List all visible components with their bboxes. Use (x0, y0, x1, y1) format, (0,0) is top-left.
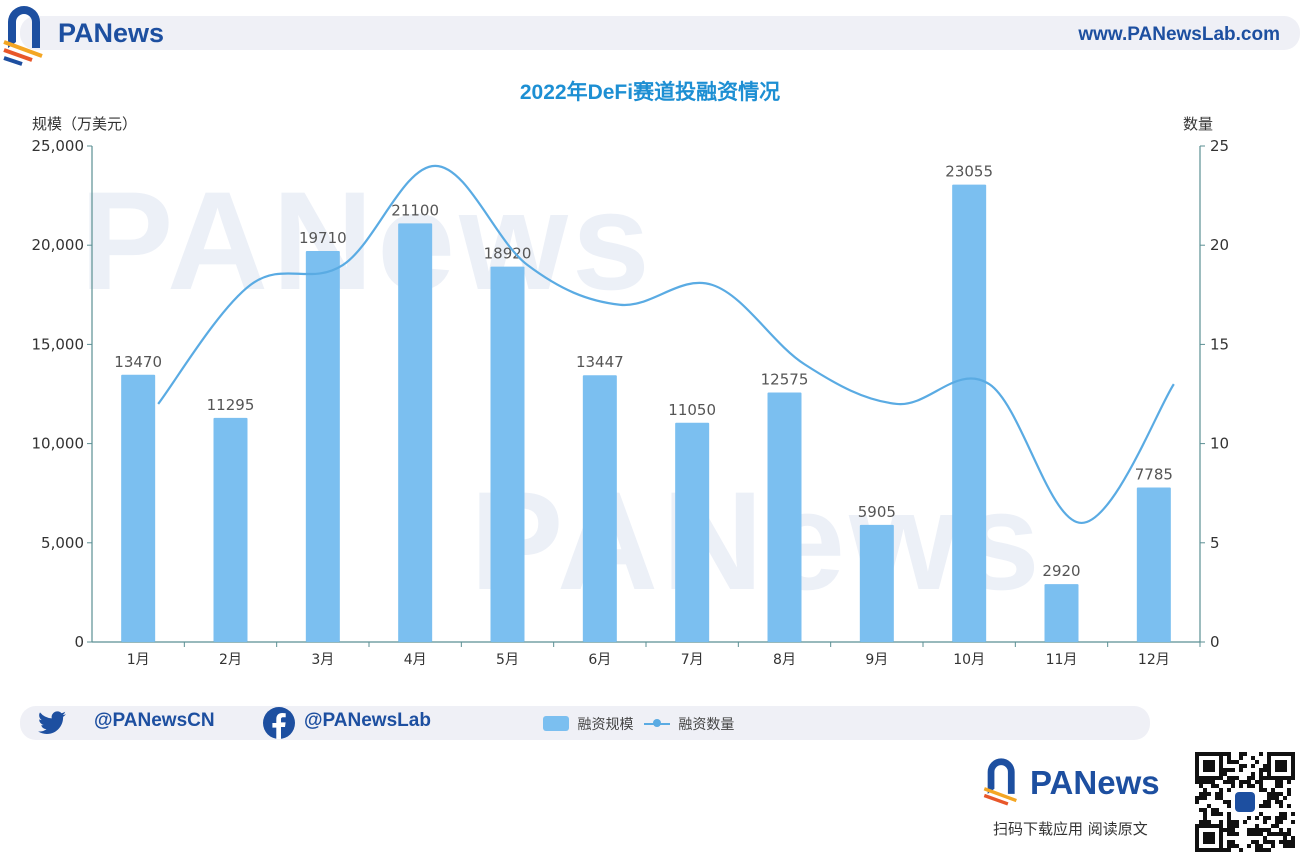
chart: 规模（万美元） 数量 0 5,000 10,000 15,000 20,000 25,000 0… (32, 115, 1230, 668)
bar-7 (675, 422, 710, 642)
bar-6 (582, 375, 617, 642)
facebook-handle[interactable]: @PANewsLab (304, 710, 431, 731)
left-tick-label: 20,000 (32, 236, 85, 254)
right-tick-label: 25 (1210, 137, 1229, 155)
x-tick-label: 5月 (496, 652, 519, 668)
website-url[interactable]: www.PANewsLab.com (1078, 24, 1280, 45)
right-axis-title: 数量 (1183, 115, 1213, 133)
x-tick-label: 9月 (865, 652, 888, 668)
bar-4 (398, 223, 433, 642)
qr-code-icon[interactable] (1195, 752, 1295, 852)
left-tick-label: 10,000 (32, 435, 85, 453)
footer-brand: PANews (1030, 764, 1160, 801)
twitter-icon[interactable] (38, 711, 66, 735)
panews-logo-icon-small (983, 758, 1017, 806)
bar-data-label: 19710 (299, 229, 347, 247)
bar-5 (490, 266, 525, 642)
x-tick-label: 11月 (1046, 652, 1078, 668)
left-tick-label: 15,000 (32, 335, 85, 353)
right-tick-label: 0 (1210, 633, 1220, 651)
count-line (157, 164, 1175, 525)
x-tick-label: 6月 (588, 652, 611, 668)
right-tick-label: 5 (1210, 534, 1220, 552)
x-tick-label: 2月 (219, 652, 242, 668)
x-tick-label: 3月 (311, 652, 334, 668)
right-tick-label: 20 (1210, 236, 1229, 254)
legend-bar-swatch (543, 716, 569, 731)
bar-data-label: 21100 (391, 201, 439, 219)
bar-8 (767, 392, 802, 642)
bar-10 (952, 184, 987, 642)
left-tick-label: 25,000 (32, 137, 85, 155)
legend-line-label: 融资数量 (678, 717, 735, 733)
left-axis-title: 规模（万美元） (32, 115, 137, 133)
bar-data-label: 7785 (1135, 466, 1173, 484)
download-cta: 扫码下载应用 阅读原文 (993, 820, 1148, 838)
x-tick-label: 8月 (773, 652, 796, 668)
right-tick-label: 10 (1210, 435, 1229, 453)
facebook-icon[interactable] (263, 707, 295, 739)
bar-data-label: 13470 (114, 353, 162, 371)
bar-2 (213, 417, 248, 642)
watermark-top: PANews (80, 162, 654, 319)
bar-data-label: 23055 (945, 163, 993, 181)
left-tick-label: 5,000 (41, 534, 84, 552)
left-tick-label: 0 (74, 633, 84, 651)
bar-11 (1044, 584, 1079, 642)
bar-1 (121, 374, 156, 642)
bar-data-label: 18920 (484, 245, 532, 263)
header-band (20, 16, 1300, 50)
chart-title: 2022年DeFi赛道投融资情况 (519, 81, 781, 104)
x-tick-label: 1月 (127, 652, 150, 668)
footer-band (20, 706, 1150, 740)
bar-12 (1136, 487, 1171, 642)
bar-data-label: 5905 (858, 503, 896, 521)
legend-line-swatch (643, 719, 670, 727)
right-tick-label: 15 (1210, 335, 1229, 353)
watermark-bottom: PANews (470, 462, 1044, 619)
twitter-handle[interactable]: @PANewsCN (94, 710, 215, 731)
legend: 融资规模 融资数量 (543, 714, 734, 734)
bar-data-label: 11295 (207, 396, 255, 414)
bar-data-label: 12575 (761, 371, 809, 389)
x-tick-label: 7月 (681, 652, 704, 668)
bar-data-label: 13447 (576, 353, 624, 371)
bar-data-label: 11050 (668, 401, 716, 419)
bar-9 (859, 524, 894, 642)
bar-data-label: 2920 (1042, 562, 1080, 580)
x-tick-label: 10月 (953, 652, 985, 668)
x-tick-label: 12月 (1138, 652, 1170, 668)
brand-name: PANews (58, 18, 165, 48)
x-tick-label: 4月 (404, 652, 427, 668)
bar-3 (305, 250, 340, 642)
legend-bar-label: 融资规模 (577, 717, 634, 733)
panews-logo-icon (3, 6, 43, 66)
